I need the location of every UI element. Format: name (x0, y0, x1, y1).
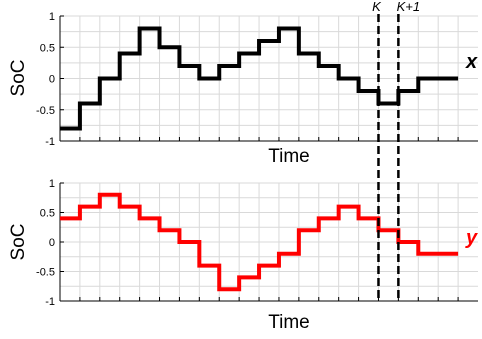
marker-label-k1: K+1 (397, 0, 421, 14)
y-tick-label: 0.5 (40, 42, 55, 54)
series-label-y: y (465, 227, 478, 249)
x-axis-label: Time (268, 312, 310, 333)
y-axis-label: SoC (8, 60, 29, 97)
y-tick-label: -1 (45, 136, 55, 148)
y-tick-label: -1 (45, 296, 55, 308)
series-label-x: x (465, 51, 478, 73)
y-tick-label: 1 (49, 11, 55, 23)
time-markers: K K+1 (372, 0, 420, 302)
marker-label-k: K (372, 0, 382, 14)
chart-panel-bottom: 1 0.5 0 -0.5 -1 Time SoC y (8, 178, 478, 333)
chart-panel-top: 1 0.5 0 -0.5 -1 Time SoC x (8, 11, 478, 167)
x-axis-label: Time (268, 146, 310, 167)
series-line-y (60, 192, 459, 292)
y-tick-label: 0 (49, 237, 55, 249)
y-tick-label: 1 (49, 178, 55, 190)
y-tick-label: 0.5 (40, 208, 55, 220)
y-axis-label: SoC (8, 224, 29, 261)
y-tick-label: -0.5 (36, 267, 55, 279)
y-tick-label: 0 (49, 74, 55, 86)
y-tick-label: -0.5 (36, 105, 55, 117)
